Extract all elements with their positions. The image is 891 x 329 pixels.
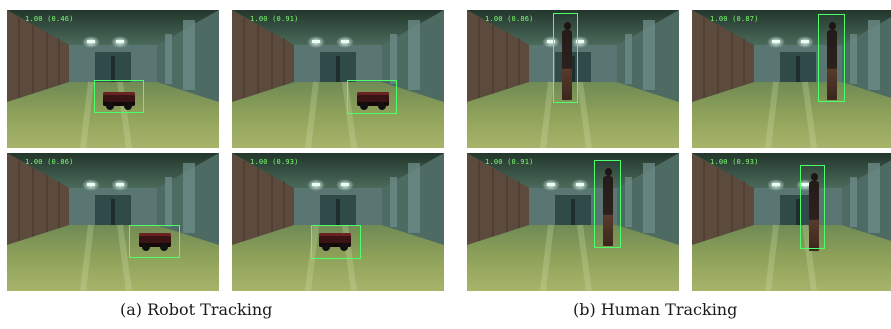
- tracking-score-label: 1.00 (0.93): [710, 158, 759, 166]
- hallway-scene: [7, 153, 219, 291]
- human-tracking-caption: (b) Human Tracking: [573, 300, 738, 319]
- human-frame-1: 1.00 (0.86): [467, 10, 679, 148]
- robot-bounding-box: [311, 225, 361, 259]
- person-bounding-box: [594, 160, 621, 248]
- tracking-score-label: 1.00 (0.93): [250, 158, 299, 166]
- person-figure: [561, 22, 573, 100]
- human-frame-2: 1.00 (0.87): [692, 10, 891, 148]
- tracking-score-label: 1.00 (0.86): [485, 15, 534, 23]
- robot-tracking-caption: (a) Robot Tracking: [120, 300, 273, 319]
- robot-frame-4: 1.00 (0.93): [232, 153, 444, 291]
- person-figure: [808, 173, 820, 251]
- hallway-scene: [7, 10, 219, 148]
- human-frame-3: 1.00 (0.91): [467, 153, 679, 291]
- robot-frame-2: 1.00 (0.91): [232, 10, 444, 148]
- tracking-score-label: 1.00 (0.91): [485, 158, 534, 166]
- robot-figure: [103, 92, 135, 110]
- tracking-score-label: 1.00 (0.87): [710, 15, 759, 23]
- person-figure: [826, 22, 838, 100]
- hallway-scene: [232, 10, 444, 148]
- hallway-scene: [467, 153, 679, 291]
- hallway-scene: [232, 153, 444, 291]
- person-bounding-box: [553, 13, 578, 103]
- tracking-score-label: 1.00 (0.46): [25, 15, 74, 23]
- tracking-score-label: 1.00 (0.86): [25, 158, 74, 166]
- robot-frame-1: 1.00 (0.46): [7, 10, 219, 148]
- hallway-scene: [692, 153, 891, 291]
- robot-figure: [319, 233, 351, 251]
- person-bounding-box: [800, 165, 825, 249]
- hallway-scene: [467, 10, 679, 148]
- robot-frame-3: 1.00 (0.86): [7, 153, 219, 291]
- robot-bounding-box: [129, 225, 180, 258]
- robot-bounding-box: [94, 80, 144, 113]
- person-bounding-box: [818, 14, 845, 102]
- robot-bounding-box: [347, 80, 397, 114]
- human-frame-4: 1.00 (0.93): [692, 153, 891, 291]
- robot-figure: [139, 233, 171, 251]
- person-figure: [602, 168, 614, 246]
- hallway-scene: [692, 10, 891, 148]
- robot-figure: [357, 92, 389, 110]
- tracking-score-label: 1.00 (0.91): [250, 15, 299, 23]
